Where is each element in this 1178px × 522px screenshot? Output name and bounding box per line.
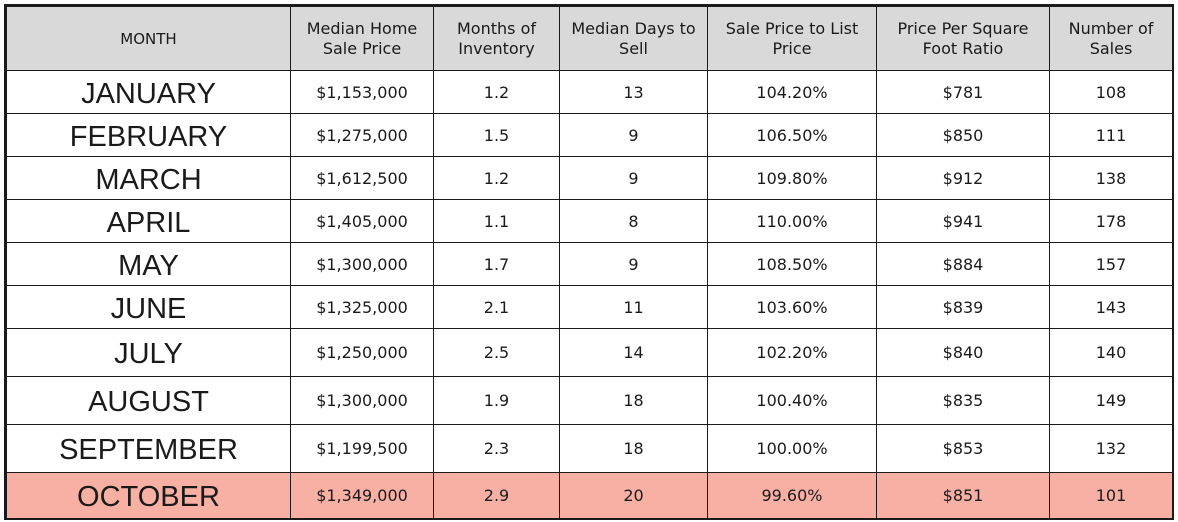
- median-price-cell: $1,275,000: [290, 113, 434, 157]
- price-per-sqft-cell: $851: [876, 472, 1050, 519]
- number-of-sales-cell: 101: [1049, 472, 1173, 519]
- number-of-sales-cell: 178: [1049, 199, 1173, 243]
- market-stats-table-frame: MONTH Median Home Sale Price Months of I…: [4, 4, 1174, 520]
- price-per-sqft-cell: $850: [876, 113, 1050, 157]
- column-header-number-of-sales: Number of Sales: [1049, 6, 1173, 71]
- number-of-sales-cell: 157: [1049, 242, 1173, 286]
- sale-to-list-cell: 108.50%: [707, 242, 877, 286]
- month-cell: FEBRUARY: [6, 113, 291, 157]
- sale-to-list-cell: 99.60%: [707, 472, 877, 519]
- days-to-sell-cell: 11: [559, 285, 708, 329]
- table-row: MARCH $1,612,500 1.2 9 109.80% $912 138: [6, 156, 1173, 200]
- sale-to-list-cell: 110.00%: [707, 199, 877, 243]
- column-header-month: MONTH: [6, 6, 291, 71]
- header-row: MONTH Median Home Sale Price Months of I…: [6, 6, 1173, 71]
- days-to-sell-cell: 13: [559, 70, 708, 114]
- months-inventory-cell: 1.2: [433, 156, 560, 200]
- number-of-sales-cell: 111: [1049, 113, 1173, 157]
- months-inventory-cell: 2.5: [433, 328, 560, 377]
- number-of-sales-cell: 143: [1049, 285, 1173, 329]
- month-cell: AUGUST: [6, 376, 291, 425]
- price-per-sqft-cell: $941: [876, 199, 1050, 243]
- number-of-sales-cell: 132: [1049, 424, 1173, 473]
- month-cell: MARCH: [6, 156, 291, 200]
- table-row: MAY $1,300,000 1.7 9 108.50% $884 157: [6, 242, 1173, 286]
- median-price-cell: $1,153,000: [290, 70, 434, 114]
- number-of-sales-cell: 140: [1049, 328, 1173, 377]
- months-inventory-cell: 1.5: [433, 113, 560, 157]
- column-header-median-price: Median Home Sale Price: [290, 6, 434, 71]
- month-cell: JULY: [6, 328, 291, 377]
- number-of-sales-cell: 108: [1049, 70, 1173, 114]
- month-cell: SEPTEMBER: [6, 424, 291, 473]
- sale-to-list-cell: 102.20%: [707, 328, 877, 377]
- days-to-sell-cell: 9: [559, 113, 708, 157]
- months-inventory-cell: 2.3: [433, 424, 560, 473]
- price-per-sqft-cell: $912: [876, 156, 1050, 200]
- column-header-days-to-sell: Median Days to Sell: [559, 6, 708, 71]
- months-inventory-cell: 1.9: [433, 376, 560, 425]
- number-of-sales-cell: 138: [1049, 156, 1173, 200]
- months-inventory-cell: 2.1: [433, 285, 560, 329]
- months-inventory-cell: 1.1: [433, 199, 560, 243]
- sale-to-list-cell: 100.00%: [707, 424, 877, 473]
- price-per-sqft-cell: $884: [876, 242, 1050, 286]
- median-price-cell: $1,349,000: [290, 472, 434, 519]
- table-row: JANUARY $1,153,000 1.2 13 104.20% $781 108: [6, 70, 1173, 114]
- median-price-cell: $1,250,000: [290, 328, 434, 377]
- table-row: SEPTEMBER $1,199,500 2.3 18 100.00% $853 132: [6, 424, 1173, 473]
- column-header-sale-to-list: Sale Price to List Price: [707, 6, 877, 71]
- days-to-sell-cell: 18: [559, 424, 708, 473]
- sale-to-list-cell: 103.60%: [707, 285, 877, 329]
- months-inventory-cell: 1.7: [433, 242, 560, 286]
- days-to-sell-cell: 9: [559, 242, 708, 286]
- month-cell: OCTOBER: [6, 472, 291, 519]
- price-per-sqft-cell: $839: [876, 285, 1050, 329]
- days-to-sell-cell: 14: [559, 328, 708, 377]
- sale-to-list-cell: 100.40%: [707, 376, 877, 425]
- table-row: AUGUST $1,300,000 1.9 18 100.40% $835 149: [6, 376, 1173, 425]
- months-inventory-cell: 2.9: [433, 472, 560, 519]
- price-per-sqft-cell: $840: [876, 328, 1050, 377]
- table-row: APRIL $1,405,000 1.1 8 110.00% $941 178: [6, 199, 1173, 243]
- table-row: JULY $1,250,000 2.5 14 102.20% $840 140: [6, 328, 1173, 377]
- sale-to-list-cell: 109.80%: [707, 156, 877, 200]
- price-per-sqft-cell: $835: [876, 376, 1050, 425]
- median-price-cell: $1,325,000: [290, 285, 434, 329]
- sale-to-list-cell: 106.50%: [707, 113, 877, 157]
- days-to-sell-cell: 9: [559, 156, 708, 200]
- median-price-cell: $1,405,000: [290, 199, 434, 243]
- month-cell: JANUARY: [6, 70, 291, 114]
- median-price-cell: $1,612,500: [290, 156, 434, 200]
- number-of-sales-cell: 149: [1049, 376, 1173, 425]
- month-cell: JUNE: [6, 285, 291, 329]
- days-to-sell-cell: 18: [559, 376, 708, 425]
- sale-to-list-cell: 104.20%: [707, 70, 877, 114]
- column-header-months-inventory: Months of Inventory: [433, 6, 560, 71]
- median-price-cell: $1,300,000: [290, 376, 434, 425]
- month-cell: APRIL: [6, 199, 291, 243]
- months-inventory-cell: 1.2: [433, 70, 560, 114]
- market-stats-table: MONTH Median Home Sale Price Months of I…: [6, 6, 1173, 519]
- days-to-sell-cell: 20: [559, 472, 708, 519]
- table-body: JANUARY $1,153,000 1.2 13 104.20% $781 108 FEBR…: [6, 70, 1173, 519]
- column-header-price-per-sqft: Price Per Square Foot Ratio: [876, 6, 1050, 71]
- table-row: OCTOBER $1,349,000 2.9 20 99.60% $851 101: [6, 472, 1173, 519]
- month-cell: MAY: [6, 242, 291, 286]
- median-price-cell: $1,199,500: [290, 424, 434, 473]
- table-row: FEBRUARY $1,275,000 1.5 9 106.50% $850 111: [6, 113, 1173, 157]
- price-per-sqft-cell: $853: [876, 424, 1050, 473]
- price-per-sqft-cell: $781: [876, 70, 1050, 114]
- days-to-sell-cell: 8: [559, 199, 708, 243]
- median-price-cell: $1,300,000: [290, 242, 434, 286]
- table-row: JUNE $1,325,000 2.1 11 103.60% $839 143: [6, 285, 1173, 329]
